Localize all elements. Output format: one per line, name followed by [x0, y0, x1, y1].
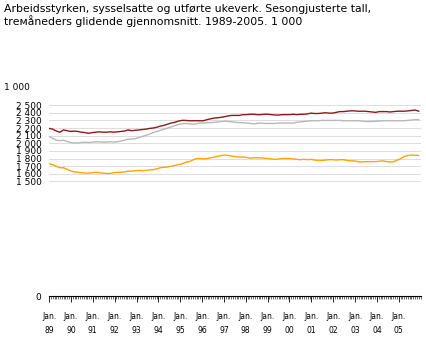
Text: Jan.: Jan.	[173, 312, 187, 321]
Text: 03: 03	[349, 326, 359, 335]
Text: 99: 99	[262, 326, 272, 335]
Text: Jan.: Jan.	[282, 312, 296, 321]
Text: 91: 91	[88, 326, 98, 335]
Text: 00: 00	[284, 326, 294, 335]
Text: 90: 90	[66, 326, 76, 335]
Text: 01: 01	[306, 326, 315, 335]
Text: 94: 94	[153, 326, 163, 335]
Text: 93: 93	[131, 326, 141, 335]
Text: Jan.: Jan.	[260, 312, 274, 321]
Text: Jan.: Jan.	[238, 312, 252, 321]
Text: Jan.: Jan.	[151, 312, 165, 321]
Text: Jan.: Jan.	[195, 312, 209, 321]
Text: Jan.: Jan.	[347, 312, 361, 321]
Text: 04: 04	[371, 326, 381, 335]
Text: 97: 97	[219, 326, 228, 335]
Text: Jan.: Jan.	[129, 312, 143, 321]
Text: 98: 98	[240, 326, 250, 335]
Text: 92: 92	[109, 326, 119, 335]
Text: 02: 02	[328, 326, 337, 335]
Text: 1 000: 1 000	[4, 83, 30, 92]
Text: Jan.: Jan.	[216, 312, 230, 321]
Text: Arbeidsstyrken, sysselsatte og utførte ukeverk. Sesongjusterte tall,
trемåneders: Arbeidsstyrken, sysselsatte og utførte u…	[4, 4, 371, 27]
Text: Jan.: Jan.	[391, 312, 405, 321]
Text: 89: 89	[44, 326, 54, 335]
Text: Jan.: Jan.	[325, 312, 340, 321]
Text: Jan.: Jan.	[369, 312, 383, 321]
Text: Jan.: Jan.	[63, 312, 78, 321]
Text: 96: 96	[197, 326, 207, 335]
Text: Jan.: Jan.	[42, 312, 56, 321]
Text: 95: 95	[175, 326, 184, 335]
Text: Jan.: Jan.	[86, 312, 100, 321]
Text: Jan.: Jan.	[303, 312, 318, 321]
Text: 05: 05	[393, 326, 403, 335]
Text: Jan.: Jan.	[107, 312, 121, 321]
